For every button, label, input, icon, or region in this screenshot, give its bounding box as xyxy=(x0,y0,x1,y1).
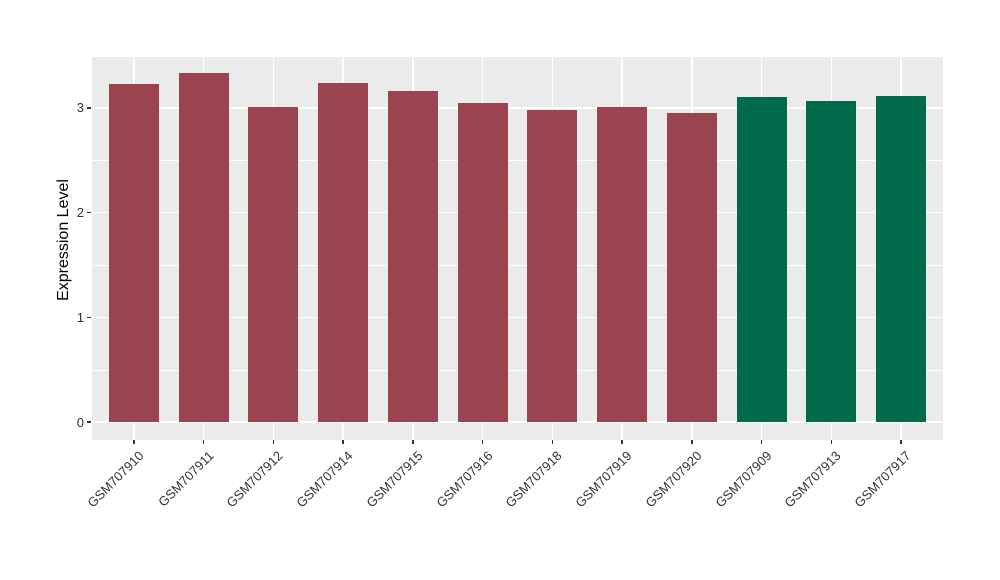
x-tick-label-text: GSM707912 xyxy=(223,448,286,511)
gridline-minor xyxy=(92,369,943,371)
gridline-major xyxy=(92,107,943,109)
y-tick-mark xyxy=(87,107,91,109)
x-tick-label-text: GSM707918 xyxy=(502,448,565,511)
gridline-major xyxy=(92,421,943,423)
x-tick-mark xyxy=(481,440,484,444)
bar xyxy=(387,91,438,422)
x-tick-label-text: GSM707914 xyxy=(293,448,356,511)
gridline-major xyxy=(92,211,943,214)
x-tick-mark xyxy=(900,440,902,444)
bar xyxy=(178,73,229,422)
gridline-minor xyxy=(92,264,943,266)
bar xyxy=(666,113,717,422)
x-tick-mark xyxy=(412,440,414,444)
y-tick-label: 2 xyxy=(76,205,84,221)
y-tick-label: 1 xyxy=(76,309,84,325)
x-tick-label-text: GSM707917 xyxy=(851,448,914,511)
x-tick-label-text: GSM707916 xyxy=(432,448,496,511)
plot-panel xyxy=(92,57,943,440)
x-tick-label-text: GSM707910 xyxy=(84,448,147,511)
y-tick-label: 0 xyxy=(76,414,84,430)
y-tick-mark xyxy=(87,316,91,319)
x-tick-label-text: GSM707913 xyxy=(781,448,844,511)
y-axis-title: Expression Level xyxy=(55,179,72,301)
x-tick-mark xyxy=(691,440,693,444)
x-tick-mark xyxy=(202,440,205,444)
x-tick-mark xyxy=(551,440,554,444)
x-tick-mark xyxy=(830,440,833,444)
bar xyxy=(108,83,159,422)
x-tick-mark xyxy=(272,440,275,444)
x-tick-label-text: GSM707920 xyxy=(642,448,705,511)
y-tick-mark xyxy=(87,421,91,423)
bar xyxy=(736,97,787,422)
x-tick-label-text: GSM707911 xyxy=(154,448,217,510)
bar xyxy=(248,106,299,422)
x-tick-mark xyxy=(621,440,623,444)
x-tick-mark xyxy=(760,440,763,444)
bar xyxy=(876,96,927,422)
x-tick-label-text: GSM707909 xyxy=(712,448,775,511)
bar xyxy=(527,109,578,422)
x-tick-label-text: GSM707915 xyxy=(363,448,426,511)
gridline-minor xyxy=(92,160,943,161)
y-tick-mark xyxy=(87,211,91,214)
bar xyxy=(806,100,857,422)
y-tick-label: 3 xyxy=(76,100,84,116)
x-tick-mark xyxy=(133,440,135,444)
bar xyxy=(597,106,648,422)
bar xyxy=(457,102,508,422)
bar xyxy=(318,82,369,422)
x-tick-mark xyxy=(342,440,344,444)
gridline-major xyxy=(92,316,943,318)
x-tick-label-text: GSM707919 xyxy=(572,448,635,511)
